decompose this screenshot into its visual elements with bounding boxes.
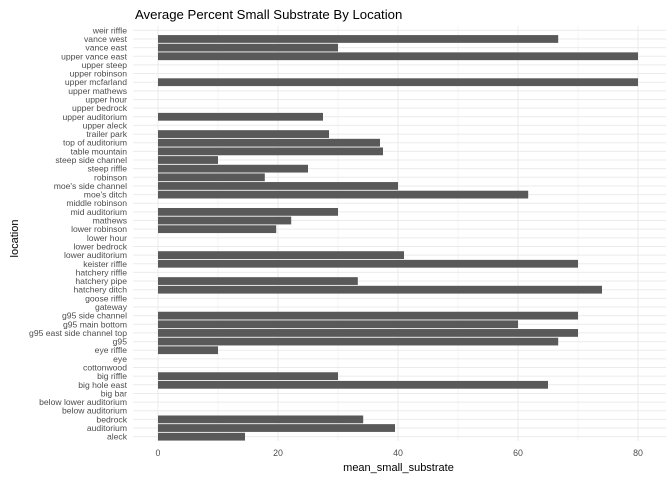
category-label: trailer park	[86, 129, 127, 139]
bar	[158, 259, 578, 268]
category-label: table mountain	[71, 146, 128, 156]
bar	[158, 78, 638, 87]
category-label: hatchery riffle	[76, 267, 128, 277]
category-label: lower bedrock	[74, 241, 128, 251]
category-label: auditorium	[87, 423, 127, 433]
x-tick-labels: 0 20 40 60 80	[156, 448, 643, 458]
category-label: eye	[113, 354, 127, 364]
category-label: eye riffle	[95, 345, 128, 355]
bar	[158, 156, 218, 164]
category-label: vance west	[84, 34, 128, 44]
category-label: g95 main bottom	[63, 319, 127, 329]
bar	[158, 372, 338, 381]
bar	[158, 251, 404, 260]
y-axis-title: location	[9, 220, 21, 258]
category-label: moe's ditch	[84, 190, 127, 200]
bar	[158, 138, 380, 147]
bar	[158, 415, 364, 424]
category-label: upper mcfarland	[65, 77, 127, 87]
bar	[158, 35, 559, 43]
category-label: below lower auditorium	[39, 397, 127, 407]
category-label: mathews	[93, 216, 127, 226]
category-label: upper vance east	[61, 51, 128, 61]
category-label: mid auditorium	[71, 207, 127, 217]
bar	[158, 173, 265, 182]
bar	[158, 112, 323, 121]
category-label: vance east	[85, 43, 127, 53]
bar	[158, 432, 245, 441]
category-label: top of auditorium	[63, 138, 127, 148]
category-label: weir riffle	[92, 25, 127, 35]
bar	[158, 225, 277, 234]
bar	[158, 424, 395, 432]
category-label: g95	[113, 337, 128, 347]
category-label: lower auditorium	[64, 250, 127, 260]
bar	[158, 130, 329, 138]
category-label: robinson	[94, 172, 127, 182]
x-tick-label: 60	[513, 448, 523, 458]
category-label: upper mathews	[68, 86, 127, 96]
category-label: below auditorium	[62, 406, 127, 416]
category-label: middle robinson	[66, 198, 127, 208]
category-label: upper robinson	[70, 69, 128, 79]
chart-title: Average Percent Small Substrate By Locat…	[135, 7, 402, 22]
bar	[158, 52, 638, 61]
category-label: upper aleck	[83, 120, 128, 130]
category-label: steep side channel	[55, 155, 127, 165]
x-tick-label: 80	[633, 448, 643, 458]
bar	[158, 337, 559, 346]
category-label: hatchery ditch	[73, 285, 127, 295]
bar	[158, 346, 218, 355]
x-tick-label: 20	[273, 448, 283, 458]
bar	[158, 329, 578, 337]
category-label: lower robinson	[71, 224, 127, 234]
bar	[158, 320, 518, 329]
category-label: goose riffle	[85, 293, 127, 303]
category-label: aleck	[107, 432, 128, 442]
bar	[158, 216, 292, 225]
category-label: upper bedrock	[72, 103, 128, 113]
category-label: steep riffle	[88, 164, 128, 174]
category-label: g95 east side channel top	[29, 328, 127, 338]
bar	[158, 43, 338, 52]
bar	[158, 207, 338, 216]
category-label: moe's side channel	[54, 181, 127, 191]
x-axis-title: mean_small_substrate	[343, 462, 454, 474]
category-label: big riffle	[97, 371, 127, 381]
x-tick-label: 0	[156, 448, 161, 458]
bar	[158, 182, 398, 190]
bar	[158, 164, 308, 173]
bar	[158, 285, 602, 294]
bars	[158, 35, 638, 441]
category-label: gateway	[95, 302, 128, 312]
category-label: bedrock	[96, 414, 127, 424]
bar	[158, 380, 548, 389]
category-label: hatchery pipe	[75, 276, 127, 286]
category-label: keister riffle	[83, 259, 127, 269]
category-label: big hole east	[78, 380, 127, 390]
category-label: upper hour	[85, 94, 127, 104]
category-label: lower hour	[87, 233, 127, 243]
bar	[158, 190, 529, 199]
category-label: big bar	[101, 388, 127, 398]
category-label: g95 side channel	[62, 311, 127, 321]
bar	[158, 311, 578, 320]
category-label: upper auditorium	[63, 112, 128, 122]
category-label: upper steep	[82, 60, 128, 70]
category-label: cottonwood	[83, 363, 127, 373]
bar	[158, 147, 383, 156]
x-tick-label: 40	[393, 448, 403, 458]
bar	[158, 277, 358, 285]
